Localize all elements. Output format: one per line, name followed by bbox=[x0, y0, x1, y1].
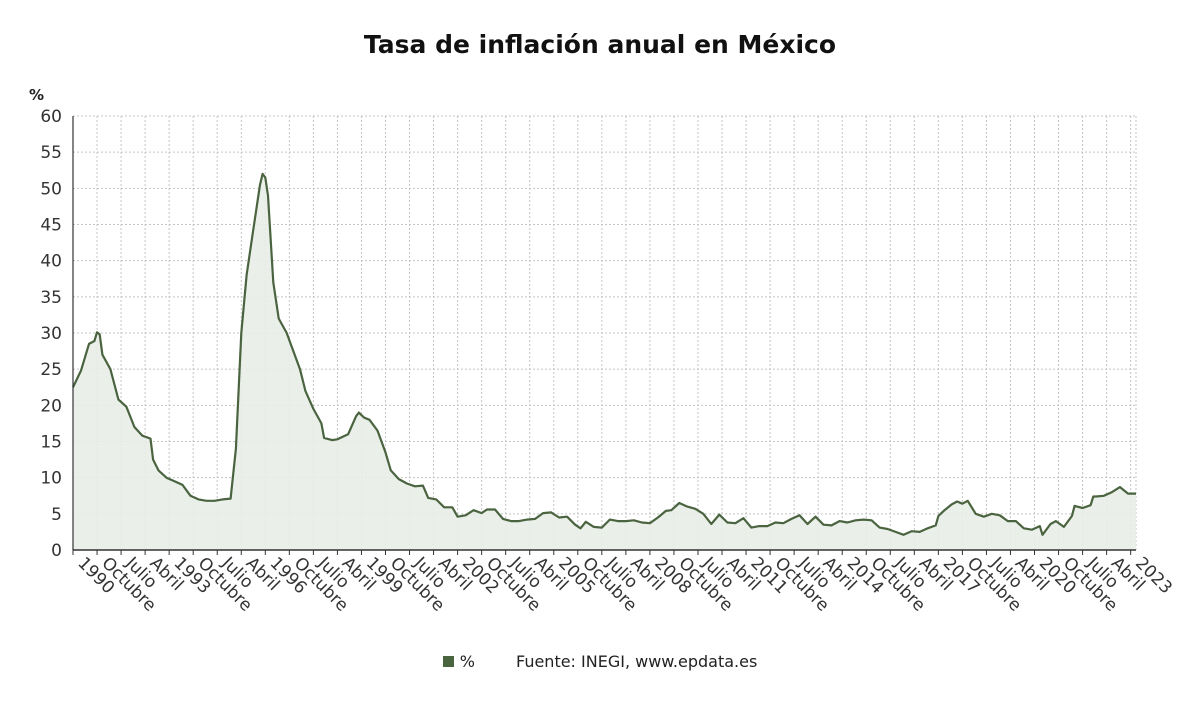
y-tick-label: 30 bbox=[40, 324, 62, 344]
y-tick-label: 60 bbox=[40, 107, 62, 127]
y-tick-label: 55 bbox=[40, 143, 62, 163]
series-area bbox=[73, 173, 1136, 550]
legend-item: % bbox=[442, 652, 475, 671]
y-tick-label: 15 bbox=[40, 433, 62, 453]
source-text: Fuente: INEGI, www.epdata.es bbox=[515, 652, 758, 671]
chart-footer: % Fuente: INEGI, www.epdata.es bbox=[0, 652, 1200, 671]
y-tick-label: 45 bbox=[40, 216, 62, 236]
y-tick-label: 40 bbox=[40, 252, 62, 272]
legend-label: % bbox=[459, 652, 475, 671]
y-tick-label: 35 bbox=[40, 288, 62, 308]
y-unit-label: % bbox=[29, 86, 45, 104]
y-tick-label: 5 bbox=[51, 505, 62, 525]
y-tick-label: 10 bbox=[40, 469, 62, 489]
chart-title: Tasa de inflación anual en México bbox=[363, 30, 837, 59]
y-tick-label: 25 bbox=[40, 360, 62, 380]
legend-swatch bbox=[442, 656, 454, 667]
y-tick-label: 20 bbox=[40, 396, 62, 416]
y-tick-label: 50 bbox=[40, 179, 62, 199]
series-line bbox=[72, 172, 1136, 536]
y-tick-label: 0 bbox=[51, 541, 62, 561]
